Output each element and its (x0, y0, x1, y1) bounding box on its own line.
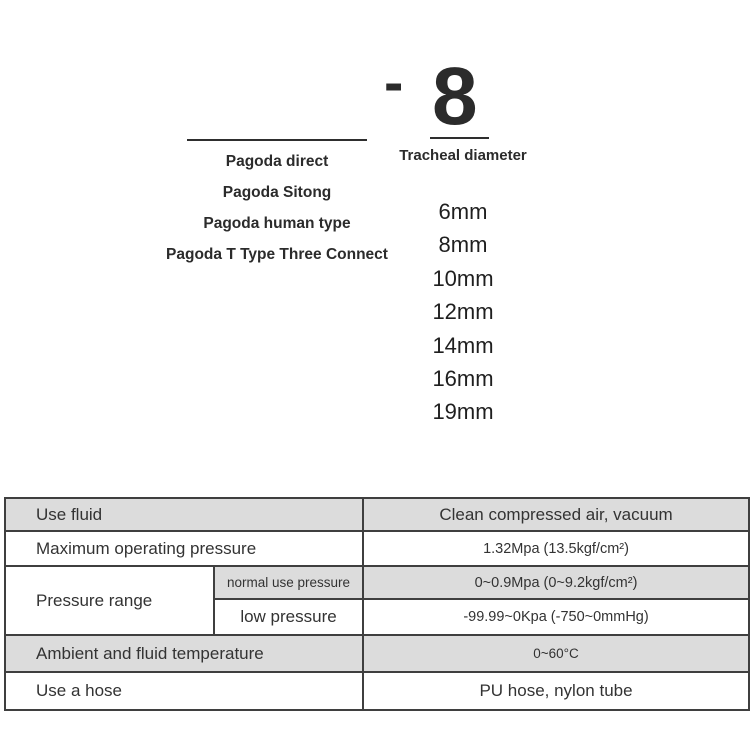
low-pressure-label: low pressure (212, 598, 365, 636)
tube-size: 12mm (432, 299, 494, 325)
model-code-number: 8 (432, 51, 478, 142)
tube-size: 8mm (438, 232, 488, 258)
tube-size: 14mm (432, 332, 494, 358)
hose-label: Use a hose (3, 671, 365, 711)
tracheal-diameter-label: Tracheal diameter (399, 147, 527, 164)
fitting-types-list: Pagoda direct Pagoda Sitong Pagoda human… (128, 146, 426, 270)
tube-size: 6mm (438, 199, 488, 224)
spec-row-hose: Use a hose PU hose, nylon tube (3, 671, 750, 711)
spec-row-max-pressure: Maximum operating pressure 1.32Mpa (13.5… (3, 530, 750, 567)
use-fluid-label: Use fluid (3, 497, 365, 532)
low-pressure-value: -99.99~0Kpa (-750~0mmHg) (362, 598, 750, 636)
max-pressure-label: Maximum operating pressure (3, 530, 365, 567)
spec-row-low-pressure: low pressure -99.99~0Kpa (-750~0mmHg) (5, 598, 750, 636)
tube-size: 10mm (432, 265, 494, 291)
spec-row-temperature: Ambient and fluid temperature 0~60°C (3, 634, 750, 673)
diameter-underline (430, 137, 489, 139)
fitting-type: Pagoda T Type Three Connect (166, 246, 388, 263)
fitting-type: Pagoda Sitong (222, 184, 332, 201)
model-code-dash: - (384, 50, 404, 115)
types-underline (187, 139, 367, 141)
spec-row-normal-pressure: Pressure range normal use pressure 0~0.9… (4, 565, 750, 636)
normal-pressure-value: 0~0.9Mpa (0~9.2kgf/cm²) (362, 565, 750, 600)
hose-value: PU hose, nylon tube (362, 671, 750, 711)
temperature-label: Ambient and fluid temperature (3, 634, 365, 673)
tube-size: 19mm (432, 399, 494, 425)
spec-row-use-fluid: Use fluid Clean compressed air, vacuum (3, 497, 750, 532)
fitting-type: Pagoda human type (203, 215, 351, 232)
temperature-value: 0~60°C (362, 634, 750, 673)
pressure-range-label: Pressure range (4, 565, 215, 636)
tube-size: 16mm (432, 366, 494, 392)
tube-sizes-list: 6mm 8mm 10mm 12mm 14mm 16mm 19mm (390, 195, 536, 429)
max-pressure-value: 1.32Mpa (13.5kgf/cm²) (362, 530, 750, 567)
use-fluid-value: Clean compressed air, vacuum (362, 497, 750, 532)
spec-table: Use fluid Clean compressed air, vacuum M… (3, 497, 750, 711)
fitting-type: Pagoda direct (225, 153, 329, 170)
normal-pressure-label: normal use pressure (212, 565, 365, 600)
